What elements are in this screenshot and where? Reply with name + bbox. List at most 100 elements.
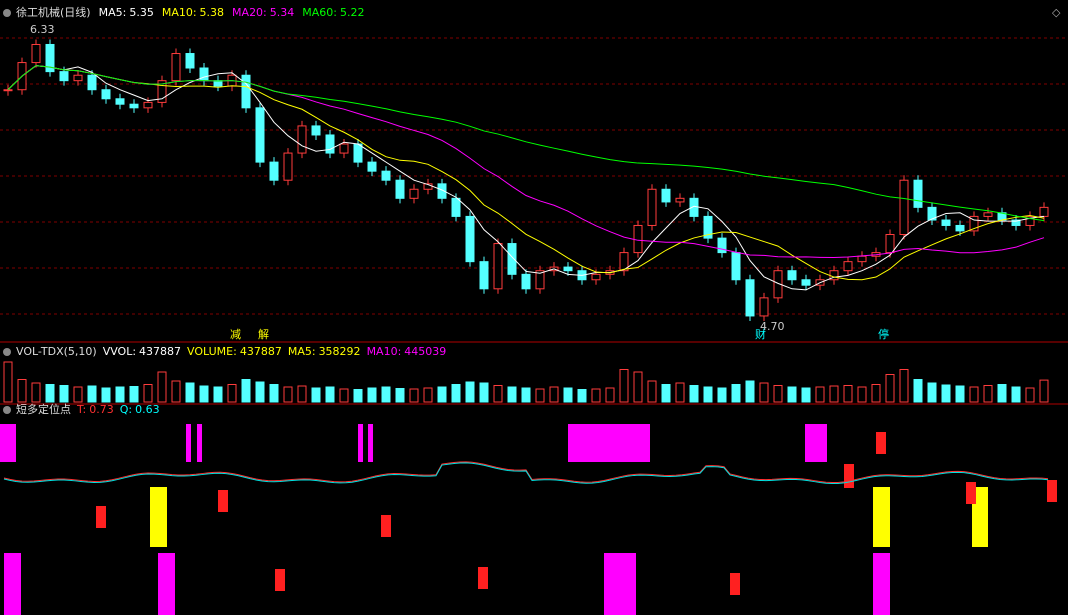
volume-bar	[87, 385, 97, 403]
volume-bar	[633, 371, 643, 403]
signal-block	[805, 424, 827, 462]
candle-body	[101, 89, 111, 100]
legend-item: 5.34	[270, 6, 295, 19]
volume-bar	[843, 385, 853, 403]
candle-body	[297, 125, 307, 154]
candle-body	[241, 74, 251, 109]
legend-item: 5.35	[129, 6, 154, 19]
signal-block	[186, 424, 191, 462]
volume-bar	[913, 379, 923, 403]
volume-bar	[31, 382, 41, 403]
candle-body	[129, 103, 139, 109]
volume-bar	[731, 384, 741, 403]
volume-bar	[647, 380, 657, 403]
candle-body	[703, 215, 713, 239]
legend-item: 5.22	[340, 6, 365, 19]
signal-block	[197, 424, 202, 462]
candle-body	[451, 197, 461, 217]
candle-body	[381, 170, 391, 181]
volume-bar	[59, 385, 69, 403]
candle-body	[521, 273, 531, 290]
candle-body	[647, 188, 657, 226]
signal-block	[381, 515, 391, 537]
volume-bar	[549, 386, 559, 403]
volume-bar	[745, 380, 755, 403]
candle-body	[353, 143, 363, 163]
legend-item: VOL-TDX(5,10)	[16, 345, 97, 358]
candle-body	[1039, 206, 1049, 217]
candle-body	[1025, 215, 1035, 226]
volume-bar	[171, 380, 181, 403]
legend-item: 5.38	[200, 6, 225, 19]
candle-body	[633, 224, 643, 254]
volume-bar	[507, 386, 517, 403]
volume-bar	[395, 388, 405, 403]
candle-body	[955, 224, 965, 232]
volume-bar	[409, 388, 419, 403]
candle-body	[535, 270, 545, 290]
volume-bar	[717, 387, 727, 403]
candle-body	[157, 80, 167, 103]
signal-block	[873, 553, 890, 615]
volume-bar	[73, 386, 83, 403]
candle-body	[913, 179, 923, 208]
volume-bar	[213, 386, 223, 403]
volume-bar	[493, 385, 503, 403]
candle-body	[395, 179, 405, 199]
legend: 短多定位点 T: 0.73 Q: 0.63	[16, 402, 160, 416]
volume-bar	[45, 384, 55, 403]
collapse-icon[interactable]: ◇	[1052, 6, 1061, 19]
candle-body	[927, 206, 937, 221]
candle-body	[73, 74, 83, 82]
candle-body	[283, 152, 293, 181]
signal-block	[275, 569, 285, 591]
volume-bar	[829, 385, 839, 403]
volume-bar	[1011, 386, 1021, 403]
volume-bar	[269, 384, 279, 403]
signal-block	[873, 487, 890, 547]
candle-body	[941, 219, 951, 226]
legend-item: VOLUME:	[187, 345, 237, 358]
volume-bar	[801, 387, 811, 403]
volume-bar	[255, 381, 265, 403]
signal-block	[730, 573, 740, 595]
signal-block	[218, 490, 228, 512]
candle-body	[143, 101, 153, 109]
volume-bar	[885, 374, 895, 403]
volume-bar	[563, 387, 573, 403]
volume-bar	[899, 369, 909, 403]
legend-item: 0.63	[135, 403, 160, 416]
candle-body	[843, 261, 853, 272]
volume-bar	[521, 387, 531, 403]
legend-item: MA60:	[302, 6, 337, 19]
candle-body	[115, 98, 125, 105]
candle-body	[87, 74, 97, 91]
candle-body	[185, 53, 195, 69]
volume-bar	[297, 385, 307, 403]
legend-item: 徐工机械(日线)	[16, 5, 91, 19]
volume-bar	[997, 384, 1007, 403]
signal-block	[0, 424, 16, 462]
candle-body	[3, 89, 13, 92]
signal-block	[844, 464, 854, 488]
candle-body	[745, 279, 755, 317]
candle-body	[969, 215, 979, 232]
candle-body	[269, 161, 279, 181]
volume-bar	[955, 385, 965, 403]
candle-body	[675, 197, 685, 203]
volume-bar	[101, 387, 111, 403]
volume-bar	[871, 384, 881, 403]
volume-bar	[381, 386, 391, 403]
volume-bar	[927, 382, 937, 403]
event-note: 解	[258, 327, 269, 341]
signal-block	[966, 482, 976, 504]
candle-body	[885, 234, 895, 254]
volume-bar	[675, 382, 685, 403]
candle-body	[367, 161, 377, 172]
high-label: 6.33	[30, 23, 55, 36]
toggle-icon	[3, 406, 11, 414]
volume-bar	[689, 385, 699, 403]
volume-bar	[591, 388, 601, 403]
volume-bar	[1039, 379, 1049, 403]
